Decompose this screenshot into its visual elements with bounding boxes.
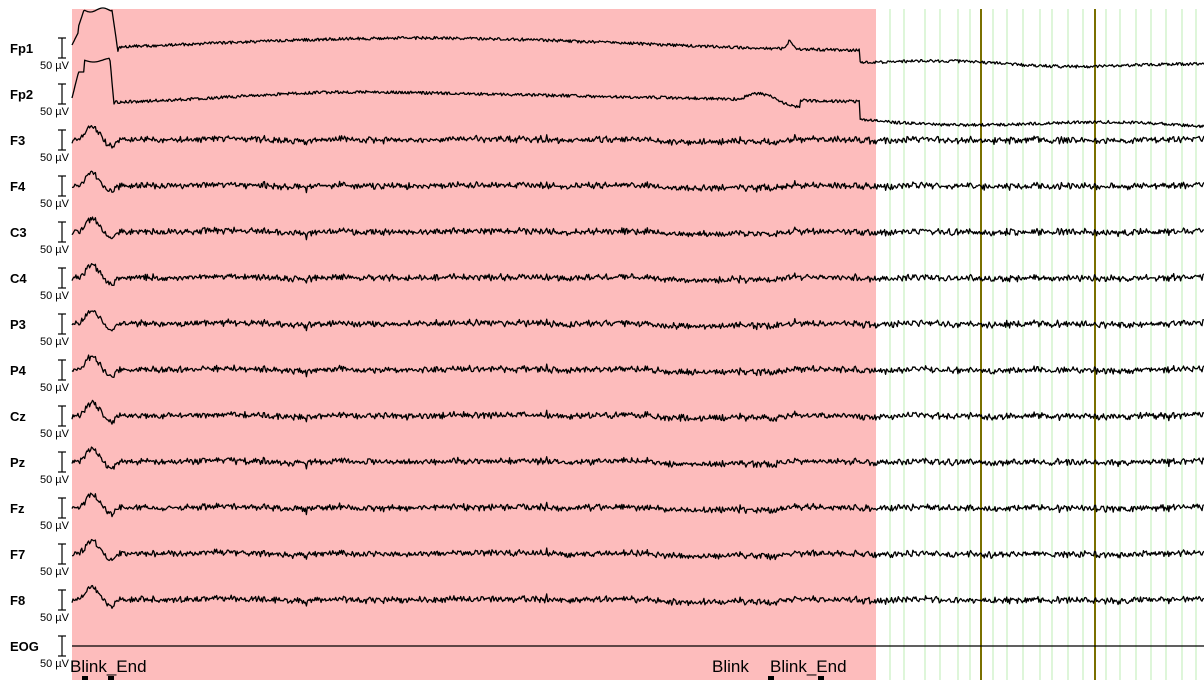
scale-label: 50 µV [40,612,70,624]
marker-tick [108,676,114,680]
scale-bar-icon [58,267,66,289]
scale-bar-icon [58,635,66,657]
marker-tick [82,676,88,680]
trace-c4 [71,263,1204,287]
trace-p3 [71,310,1204,332]
scale-bar-icon [58,221,66,243]
scale-label: 50 µV [40,382,70,394]
channel-label-p4[interactable]: P4 [10,363,27,378]
scale-bar-icon [58,359,66,381]
trace-f4 [71,170,1204,194]
channel-label-c4[interactable]: C4 [10,271,27,286]
channel-label-f7[interactable]: F7 [10,547,25,562]
scale-label: 50 µV [40,106,70,118]
trace-c3 [71,216,1204,241]
scale-bar-icon [58,83,66,105]
trace-f3 [71,125,1204,149]
background-layer [72,9,876,680]
scale-bar-icon [58,589,66,611]
trace-layer [71,7,1204,647]
channel-label-f4[interactable]: F4 [10,179,26,194]
marker-layer: Blink_End Blink Blink_End [70,657,847,680]
scale-bar-icon [58,451,66,473]
scale-label: 50 µV [40,152,70,164]
scale-label: 50 µV [40,474,70,486]
scale-bar-icon [58,543,66,565]
scale-label: 50 µV [40,428,70,440]
scale-label: 50 µV [40,336,70,348]
scale-bar-icon [58,37,66,59]
scale-label: 50 µV [40,290,70,302]
trace-fp2 [71,57,1204,129]
marker-tick [818,676,824,680]
trace-f7 [71,538,1204,562]
scale-label: 50 µV [40,520,70,532]
scale-bar-icon [58,129,66,151]
scale-bar-icon [58,313,66,335]
scale-label: 50 µV [40,244,70,256]
scale-label: 50 µV [40,566,70,578]
channel-label-f8[interactable]: F8 [10,593,25,608]
artifact-region [72,9,876,680]
label-layer: Fp1 50 µV Fp2 50 µV F3 50 µV F4 50 µV C3 50 µV C4 5… [10,37,70,670]
trace-p4 [71,354,1204,378]
trace-fz [71,492,1204,518]
channel-label-pz[interactable]: Pz [10,455,26,470]
scale-bar-icon [58,175,66,197]
trace-cz [71,399,1204,425]
grid-layer [889,9,1197,680]
marker-label-blink-end-start[interactable]: Blink_End [70,657,147,676]
trace-f8 [71,584,1204,609]
channel-label-f3[interactable]: F3 [10,133,25,148]
trace-pz [71,446,1204,470]
scale-label: 50 µV [40,198,70,210]
channel-label-cz[interactable]: Cz [10,409,26,424]
channel-label-eog[interactable]: EOG [10,639,39,654]
channel-label-c3[interactable]: C3 [10,225,27,240]
channel-label-fp1[interactable]: Fp1 [10,41,33,56]
marker-label-blink-end[interactable]: Blink_End [770,657,847,676]
trace-fp1 [71,7,1204,69]
channel-label-fz[interactable]: Fz [10,501,25,516]
channel-label-p3[interactable]: P3 [10,317,26,332]
channel-label-fp2[interactable]: Fp2 [10,87,33,102]
scale-label: 50 µV [40,60,70,72]
scale-bar-icon [58,497,66,519]
scale-label: 50 µV [40,658,70,670]
marker-tick [768,676,774,680]
marker-label-blink[interactable]: Blink [712,657,749,676]
scale-bar-icon [58,405,66,427]
